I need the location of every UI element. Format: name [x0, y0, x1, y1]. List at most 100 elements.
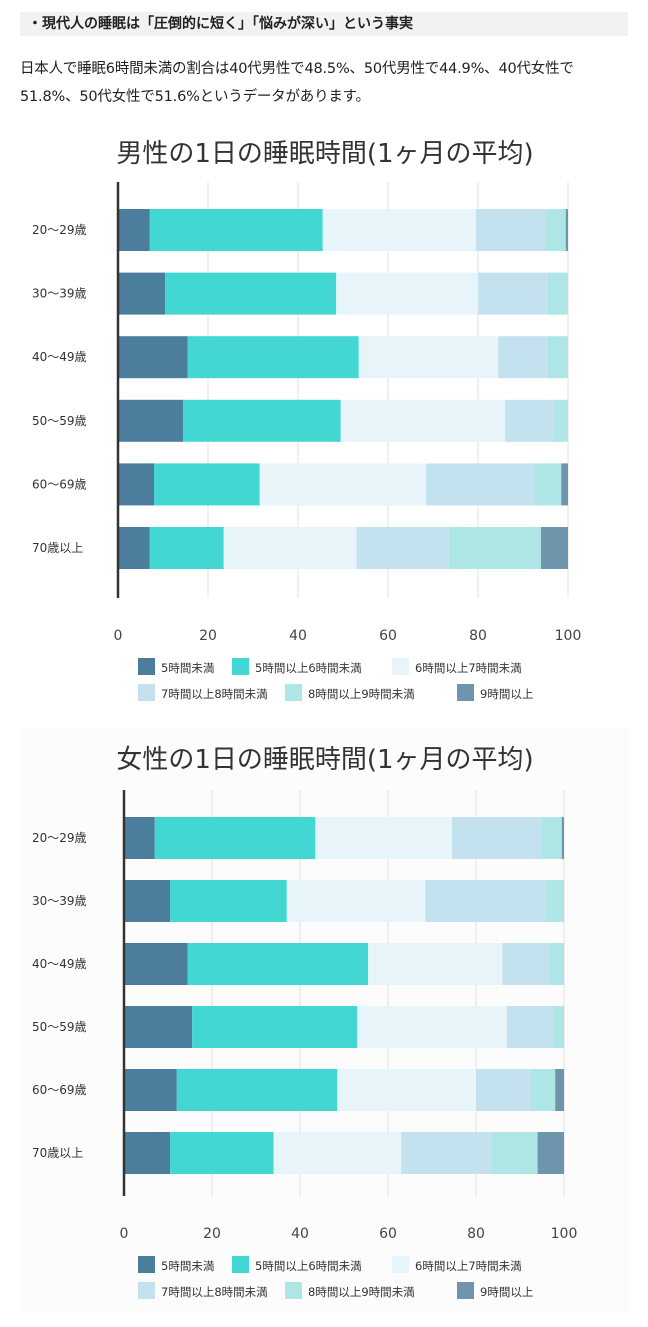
men-legend-swatch-0-2	[392, 658, 409, 675]
men-bar-3-seg-4	[554, 399, 568, 442]
men-bar-4-seg-0	[118, 463, 154, 506]
women-bar-2-seg-0	[124, 943, 188, 985]
men-bar-2-seg-1	[187, 336, 359, 379]
women-bar-5-seg-5	[537, 1132, 564, 1174]
men-bar-1-seg-4	[547, 272, 568, 315]
women-legend-swatch-0-1	[232, 1256, 249, 1273]
women-chart-title: 女性の1日の睡眠時間(1ヶ月の平均)	[116, 745, 533, 775]
women-legend-label-0-1: 5時間以上6時間未満	[255, 1259, 362, 1273]
women-bar-3-seg-1	[192, 1006, 358, 1048]
men-x-tick-label-4: 80	[469, 628, 487, 644]
men-bar-4-seg-5	[561, 463, 568, 506]
women-bar-5-seg-0	[124, 1132, 171, 1174]
men-sleep-chart-svg: 男性の1日の睡眠時間(1ヶ月の平均) 20～29歳 30～39歳 40～49歳 50～5…	[32, 139, 582, 701]
women-bar-5-seg-3	[401, 1132, 492, 1174]
section-heading: ・現代人の睡眠は「圧倒的に短く」「悩みが深い」という事実	[20, 12, 628, 36]
women-bar-2-seg-4	[548, 943, 564, 985]
men-legend-swatch-1-1	[285, 684, 302, 701]
men-legend-label-0-1: 5時間以上6時間未満	[255, 661, 362, 675]
women-bar-0-seg-1	[154, 817, 316, 859]
men-bar-2-seg-4	[547, 336, 568, 379]
men-category-label-4: 60～69歳	[32, 477, 87, 491]
men-bar-0-seg-5	[565, 209, 568, 251]
women-x-tick-label-4: 80	[467, 1226, 485, 1242]
women-legend-swatch-1-0	[138, 1282, 155, 1299]
women-x-tick-label-1: 20	[203, 1226, 221, 1242]
intro-line-1: 日本人で睡眠6時間未満の割合は40代男性で48.5%、50代男性で44.9%、4…	[20, 61, 574, 77]
women-x-tick-label-0: 0	[120, 1226, 129, 1242]
women-x-tick-label-3: 60	[379, 1226, 397, 1242]
men-bar-2-seg-0	[118, 336, 188, 379]
men-bar-0-seg-1	[149, 209, 323, 251]
men-bar-0-seg-4	[545, 209, 566, 251]
women-bar-0-seg-4	[542, 817, 562, 859]
men-bar-2-seg-3	[498, 336, 548, 379]
men-legend-swatch-0-0	[138, 658, 155, 675]
women-x-tick-label-5: 100	[551, 1226, 578, 1242]
women-bar-1-seg-1	[170, 880, 287, 922]
men-x-tick-label-3: 60	[379, 628, 397, 644]
men-bar-3-seg-0	[118, 399, 184, 442]
women-bar-1-seg-4	[546, 880, 564, 922]
men-legend-label-1-2: 9時間以上	[480, 687, 533, 701]
men-x-tick-label-5: 100	[555, 628, 582, 644]
women-legend-label-1-2: 9時間以上	[480, 1285, 533, 1299]
women-sleep-chart-svg: 女性の1日の睡眠時間(1ヶ月の平均) 20～29歳 30～39歳 40～49歳 50～5…	[32, 745, 578, 1299]
men-bar-0-seg-0	[118, 209, 150, 251]
men-bar-0-seg-2	[322, 209, 476, 251]
women-bar-2-seg-1	[187, 943, 369, 985]
men-bar-0-seg-3	[475, 209, 546, 251]
women-legend-swatch-0-0	[138, 1256, 155, 1273]
men-x-tick-label-2: 40	[289, 628, 307, 644]
women-legend-label-1-1: 8時間以上9時間未満	[308, 1285, 415, 1299]
women-legend-label-1-0: 7時間以上8時間未満	[161, 1285, 268, 1299]
women-legend-label-0-2: 6時間以上7時間未満	[415, 1259, 522, 1273]
men-legend-label-1-1: 8時間以上9時間未満	[308, 687, 415, 701]
men-legend-label-0-0: 5時間未満	[161, 661, 214, 675]
men-legend-label-0-2: 6時間以上7時間未満	[415, 661, 522, 675]
women-bar-2-seg-3	[502, 943, 549, 985]
women-bar-0-seg-2	[315, 817, 452, 859]
women-legend-swatch-1-1	[285, 1282, 302, 1299]
women-bar-3-seg-4	[553, 1006, 564, 1048]
men-legend-label-1-0: 7時間以上8時間未満	[161, 687, 268, 701]
women-bar-4-seg-3	[476, 1069, 531, 1111]
men-category-label-0: 20～29歳	[32, 223, 87, 237]
women-category-label-2: 40～49歳	[32, 957, 87, 971]
women-bar-3-seg-2	[357, 1006, 507, 1048]
women-bar-2-seg-2	[368, 943, 503, 985]
men-bar-2-seg-2	[358, 336, 499, 379]
intro-line-2: 51.8%、50代女性で51.6%というデータがあります。	[20, 89, 370, 105]
women-bar-1-seg-3	[425, 880, 547, 922]
men-bar-1-seg-2	[336, 272, 478, 315]
men-category-label-3: 50～59歳	[32, 414, 87, 428]
men-bar-1-seg-1	[165, 272, 337, 315]
women-bar-3-seg-0	[124, 1006, 193, 1048]
women-bar-1-seg-2	[286, 880, 426, 922]
women-bar-5-seg-1	[170, 1132, 274, 1174]
women-bar-0-seg-0	[124, 817, 155, 859]
men-bar-5-seg-2	[223, 527, 357, 569]
men-chart-title: 男性の1日の睡眠時間(1ヶ月の平均)	[116, 139, 533, 169]
men-legend-swatch-0-1	[232, 658, 249, 675]
women-bar-0-seg-5	[561, 817, 564, 859]
men-bar-5-seg-1	[149, 527, 224, 569]
men-bar-4-seg-3	[426, 463, 535, 506]
women-bar-4-seg-2	[337, 1069, 476, 1111]
women-bar-3-seg-3	[506, 1006, 553, 1048]
men-x-tick-label-0: 0	[114, 628, 123, 644]
men-x-tick-label-1: 20	[199, 628, 217, 644]
men-bar-3-seg-3	[505, 399, 555, 442]
men-bar-5-seg-5	[541, 527, 568, 569]
men-legend-swatch-1-0	[138, 684, 155, 701]
men-category-label-5: 70歳以上	[32, 541, 83, 555]
women-category-label-5: 70歳以上	[32, 1146, 83, 1160]
women-category-label-4: 60～69歳	[32, 1083, 87, 1097]
women-legend-label-0-0: 5時間未満	[161, 1259, 214, 1273]
women-bar-5-seg-4	[491, 1132, 538, 1174]
men-category-label-2: 40～49歳	[32, 350, 87, 364]
women-bar-1-seg-0	[124, 880, 171, 922]
women-category-label-3: 50～59歳	[32, 1020, 87, 1034]
men-bar-3-seg-2	[340, 399, 505, 442]
men-bar-4-seg-4	[534, 463, 562, 506]
